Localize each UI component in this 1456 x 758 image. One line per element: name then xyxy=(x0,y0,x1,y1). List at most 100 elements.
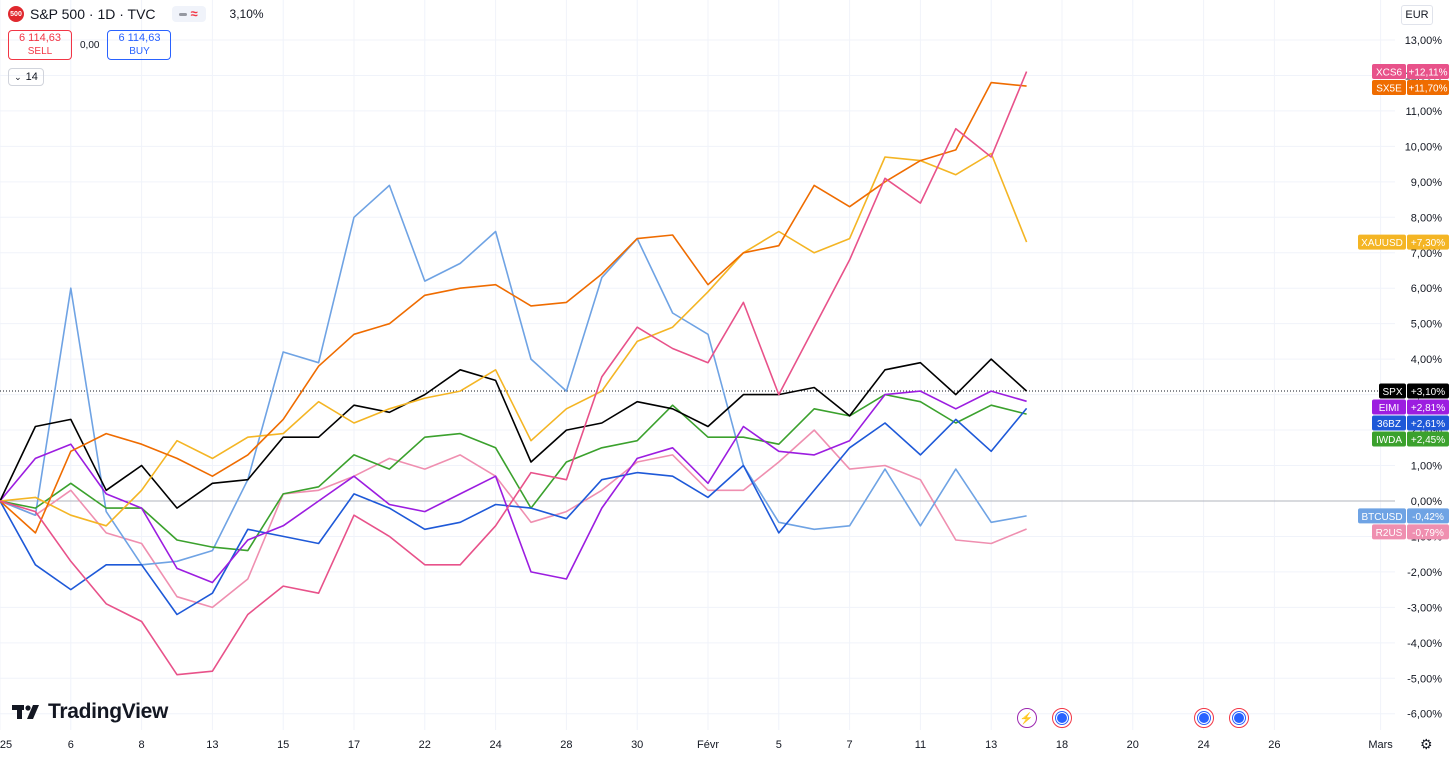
series-name-badge xyxy=(1372,80,1406,96)
sell-price: 6 114,63 xyxy=(18,32,61,44)
series-line-spx xyxy=(0,358,1028,509)
x-tick-label: 8 xyxy=(139,739,145,751)
series-line-36bz xyxy=(0,407,1028,616)
series-name-label: R2US xyxy=(1376,528,1403,539)
y-tick-label: -6,00% xyxy=(1407,709,1442,721)
series-value-label: +2,81% xyxy=(1411,403,1445,414)
x-tick-label: 11 xyxy=(915,739,926,751)
x-tick-label: Févr xyxy=(697,739,719,751)
y-tick-label: -2,00% xyxy=(1407,567,1442,579)
symbol-title[interactable]: S&P 500 · 1D · TVC xyxy=(30,6,156,22)
buy-price: 6 114,63 xyxy=(118,32,161,44)
y-tick-label: -5,00% xyxy=(1407,673,1442,685)
indicators-count: 14 xyxy=(25,71,38,83)
series-name-badge xyxy=(1372,524,1406,540)
earnings-inner-icon xyxy=(1232,711,1246,725)
series-value-badge xyxy=(1407,508,1449,524)
y-tick-label: -3,00% xyxy=(1407,602,1442,614)
series-name-badge xyxy=(1358,234,1406,250)
series-name-badge xyxy=(1379,383,1406,399)
series-value-label: +7,30% xyxy=(1411,238,1445,249)
series-value-label: +2,45% xyxy=(1411,435,1445,446)
y-tick-label: 5,00% xyxy=(1411,319,1442,331)
y-tick-label: 7,00% xyxy=(1411,248,1442,260)
earnings-flag-icon[interactable] xyxy=(1229,708,1249,728)
series-value-badge xyxy=(1407,234,1449,250)
x-tick-label: 18 xyxy=(1056,739,1068,751)
y-tick-label: 6,00% xyxy=(1411,283,1442,295)
x-tick-label: 5 xyxy=(776,739,782,751)
compare-toggle-button[interactable]: ≈ xyxy=(171,6,206,22)
x-tick-label: 28 xyxy=(560,739,572,751)
series-name-badge xyxy=(1372,399,1406,415)
x-tick-label: 13 xyxy=(206,739,218,751)
dividend-icon[interactable]: ⚡ xyxy=(1016,708,1037,728)
series-value-badge xyxy=(1407,80,1449,96)
indicators-toggle-button[interactable]: ⌄ 14 xyxy=(8,68,44,86)
buy-label: BUY xyxy=(129,46,150,57)
trade-panel: 6 114,63 SELL 0,00 6 114,63 BUY xyxy=(8,30,172,60)
series-name-label: EIMI xyxy=(1379,403,1400,414)
x-tick-label: 24 xyxy=(1197,739,1209,751)
series-name-label: SPX xyxy=(1382,387,1402,398)
y-tick-label: 8,00% xyxy=(1411,212,1442,224)
series-name-badge xyxy=(1372,415,1406,431)
series-value-label: +3,10% xyxy=(1411,387,1445,398)
series-value-label: +2,61% xyxy=(1411,419,1445,430)
x-tick-label: 6 xyxy=(68,739,74,751)
tradingview-logo[interactable]: TradingView xyxy=(12,700,168,724)
x-tick-label: 26 xyxy=(1268,739,1280,751)
x-tick-label: 17 xyxy=(348,739,360,751)
collapse-icon xyxy=(179,12,188,16)
series-name-badge xyxy=(1372,64,1406,80)
series-name-label: SX5E xyxy=(1376,84,1402,95)
series-value-badge xyxy=(1407,64,1449,80)
x-tick-label: 20 xyxy=(1127,739,1139,751)
series-value-badge xyxy=(1407,415,1449,431)
x-tick-label: 25 xyxy=(0,739,12,751)
series-name-label: IWDA xyxy=(1376,435,1402,446)
series-name-label: XCS6 xyxy=(1376,68,1403,79)
series-line-btcusd xyxy=(0,184,1027,566)
currency-button[interactable]: EUR xyxy=(1401,5,1433,25)
tradingview-logo-text: TradingView xyxy=(48,700,169,723)
tradingview-logo-icon xyxy=(12,705,39,719)
change-percent: 3,10% xyxy=(229,7,264,21)
spread-value: 0,00 xyxy=(80,39,100,51)
series-line-xcs6 xyxy=(0,71,1028,676)
series-value-label: -0,42% xyxy=(1412,512,1444,523)
series-line-eimi xyxy=(0,390,1027,584)
y-tick-label: 9,00% xyxy=(1411,177,1442,189)
x-tick-label: 30 xyxy=(631,739,643,751)
series-line-xauusd xyxy=(0,152,1028,527)
sp500-symbol-icon[interactable]: 500 xyxy=(8,6,24,22)
series-value-badge xyxy=(1407,383,1449,399)
series-value-badge xyxy=(1407,524,1449,540)
x-tick-label: 7 xyxy=(847,739,853,751)
sell-label: SELL xyxy=(27,46,53,57)
buy-button[interactable]: 6 114,63 BUY xyxy=(107,30,172,60)
series-line-sx5e xyxy=(0,81,1027,534)
series-name-label: 36BZ xyxy=(1377,419,1401,430)
series-value-label: +12,11% xyxy=(1408,68,1447,79)
series-name-label: BTCUSD xyxy=(1361,512,1402,523)
chart-header: 500 S&P 500 · 1D · TVC ≈ 3,10% xyxy=(8,6,264,22)
y-tick-label: 13,00% xyxy=(1405,35,1443,47)
series-line-iwda xyxy=(0,393,1027,552)
series-name-label: XAUUSD xyxy=(1361,238,1403,249)
y-tick-label: 0,00% xyxy=(1411,496,1442,508)
settings-gear-icon[interactable]: ⚙ xyxy=(1420,736,1433,752)
x-tick-label: 22 xyxy=(419,739,431,751)
series-value-badge xyxy=(1407,399,1449,415)
earnings-flag-icon[interactable] xyxy=(1052,708,1072,728)
x-tick-label: Mars xyxy=(1368,739,1393,751)
approx-icon: ≈ xyxy=(190,6,198,21)
x-tick-label: 15 xyxy=(277,739,289,751)
y-tick-label: 1,00% xyxy=(1411,461,1442,473)
earnings-inner-icon xyxy=(1055,711,1069,725)
earnings-flag-icon[interactable] xyxy=(1193,708,1214,728)
series-name-badge xyxy=(1358,508,1406,524)
series-name-badge xyxy=(1372,431,1406,447)
sell-button[interactable]: 6 114,63 SELL xyxy=(8,30,72,60)
